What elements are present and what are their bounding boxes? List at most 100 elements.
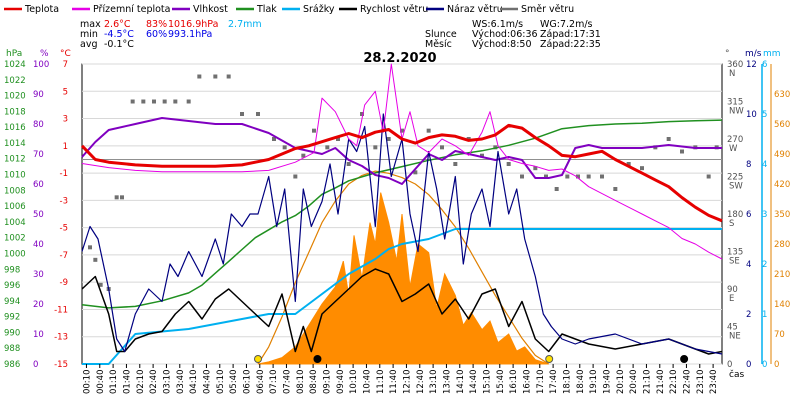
hpa-tick: 1018 [4, 107, 26, 117]
time-tick: 22:10 [669, 370, 679, 395]
wind-dir-point [400, 128, 404, 133]
wind-dir-point [480, 153, 484, 158]
time-tick: 00:10 [82, 370, 92, 395]
dir-tick: 360 [727, 60, 743, 70]
time-tick: 23:10 [696, 370, 706, 395]
wind-dir-point [293, 174, 298, 179]
wind-dir-point [544, 174, 548, 179]
sun-rise: Východ:06:36 [472, 29, 538, 40]
rad-tick: 210 [774, 270, 790, 280]
ms-tick: 8 [746, 160, 751, 170]
pct-tick: 60 [33, 180, 44, 190]
stat-avg-label: avg [80, 39, 97, 50]
chart-title: 28.2.2020 [363, 51, 436, 66]
mm-unit: mm [763, 49, 781, 59]
time-tick: 09:40 [336, 370, 346, 395]
legend-label: Směr větru [521, 4, 574, 15]
c-tick: -15 [54, 360, 68, 370]
time-tick: 06:10 [242, 370, 252, 395]
wind-dir-point [88, 245, 92, 250]
stat-max-press: 1016.9hPa [168, 19, 218, 30]
pct-unit: % [40, 49, 49, 59]
wind-dir-point [706, 174, 711, 179]
time-tick: 21:10 [642, 370, 652, 395]
legend-label: Přízemní teplota [93, 4, 170, 15]
pct-tick: 30 [33, 270, 44, 280]
ms-unit: m/s [745, 49, 762, 59]
time-tick: 04:10 [189, 370, 199, 395]
hpa-tick: 986 [4, 360, 20, 370]
time-tick: 12:40 [416, 370, 426, 395]
wind-dir-point [114, 195, 119, 200]
stats-header: max 2.6°C 83% 1016.9hPa 2.7mm min -4.5°C 60% 993… [80, 19, 601, 50]
solar-radiation-area [257, 192, 549, 365]
wind-dir-point [93, 257, 98, 262]
time-tick: 01:10 [109, 370, 119, 395]
time-tick: 14:10 [456, 370, 466, 395]
hpa-tick: 1020 [4, 92, 26, 102]
time-tick: 00:40 [96, 370, 106, 395]
wind-dir-point [680, 149, 684, 154]
time-tick: 19:10 [589, 370, 599, 395]
stat-max-label: max [80, 19, 101, 30]
dir-tick-cardinal: NW [729, 107, 744, 117]
mm-tick: 0 [762, 360, 767, 370]
wind-dir-point [626, 162, 631, 166]
legend-label: Náraz větru [447, 4, 503, 15]
legend-label: Rychlost větru [360, 4, 428, 15]
wind-dir-point [613, 187, 618, 191]
time-tick: 04:40 [202, 370, 212, 395]
time-tick: 22:40 [682, 370, 692, 395]
stat-min-press: 993.1hPa [168, 29, 212, 40]
wind-dir-point [360, 112, 364, 116]
pct-tick: 40 [33, 240, 44, 250]
sun-label: Slunce [425, 29, 457, 40]
wind-dir-point [600, 174, 604, 179]
ms-tick: 12 [746, 60, 757, 70]
hpa-tick: 1006 [4, 202, 26, 212]
c-tick: -11 [54, 305, 68, 315]
wind-dir-point [336, 137, 340, 141]
pressure-line [81, 119, 723, 309]
wind-dir-point [520, 174, 524, 179]
wind-dir-point [213, 74, 218, 79]
wind-dir-point [506, 162, 511, 166]
wind-dir-point [440, 145, 444, 150]
dir-tick-cardinal: SE [729, 257, 740, 267]
time-tick: 20:10 [616, 370, 626, 395]
hpa-tick: 1024 [4, 60, 26, 70]
dir-tick: 45 [727, 323, 738, 333]
hpa-tick: 1000 [4, 249, 26, 259]
mm-tick: 4 [762, 160, 767, 170]
dir-tick-cardinal: E [729, 294, 734, 304]
ms-tick: 2 [746, 310, 751, 320]
legend: Teplota Přízemní teplota Vlhkost Tlak Srážky… [4, 4, 574, 15]
wind-dir-point [173, 99, 178, 104]
hpa-tick: 992 [4, 313, 20, 323]
rad-tick: 280 [774, 240, 790, 250]
ms-tick: 10 [746, 110, 757, 120]
time-tick: 03:10 [162, 370, 172, 395]
hpa-tick: 996 [4, 281, 20, 291]
time-tick: 19:40 [602, 370, 612, 395]
stat-max-rain: 2.7mm [228, 19, 262, 30]
mm-tick: 2 [762, 260, 767, 270]
stat-min-label: min [80, 29, 98, 40]
stat-max-hum: 83% [146, 19, 167, 30]
rad-tick: 420 [774, 180, 790, 190]
c-tick: 7 [63, 60, 68, 70]
time-tick: 01:40 [122, 370, 132, 395]
wind-dir-point [586, 174, 591, 179]
time-tick: 12:10 [402, 370, 412, 395]
hpa-tick: 1002 [4, 234, 26, 244]
hpa-tick: 1004 [4, 218, 26, 228]
x-axis-label: čas [729, 369, 744, 380]
legend-label: Srážky [303, 4, 335, 15]
mm-tick: 6 [762, 60, 767, 70]
c-tick: -7 [60, 251, 68, 261]
time-tick: 18:10 [562, 370, 572, 395]
c-tick: -9 [60, 278, 68, 288]
time-tick: 05:10 [216, 370, 226, 395]
hpa-tick: 1016 [4, 123, 26, 133]
stat-avg-temp: -0.1°C [104, 39, 134, 50]
